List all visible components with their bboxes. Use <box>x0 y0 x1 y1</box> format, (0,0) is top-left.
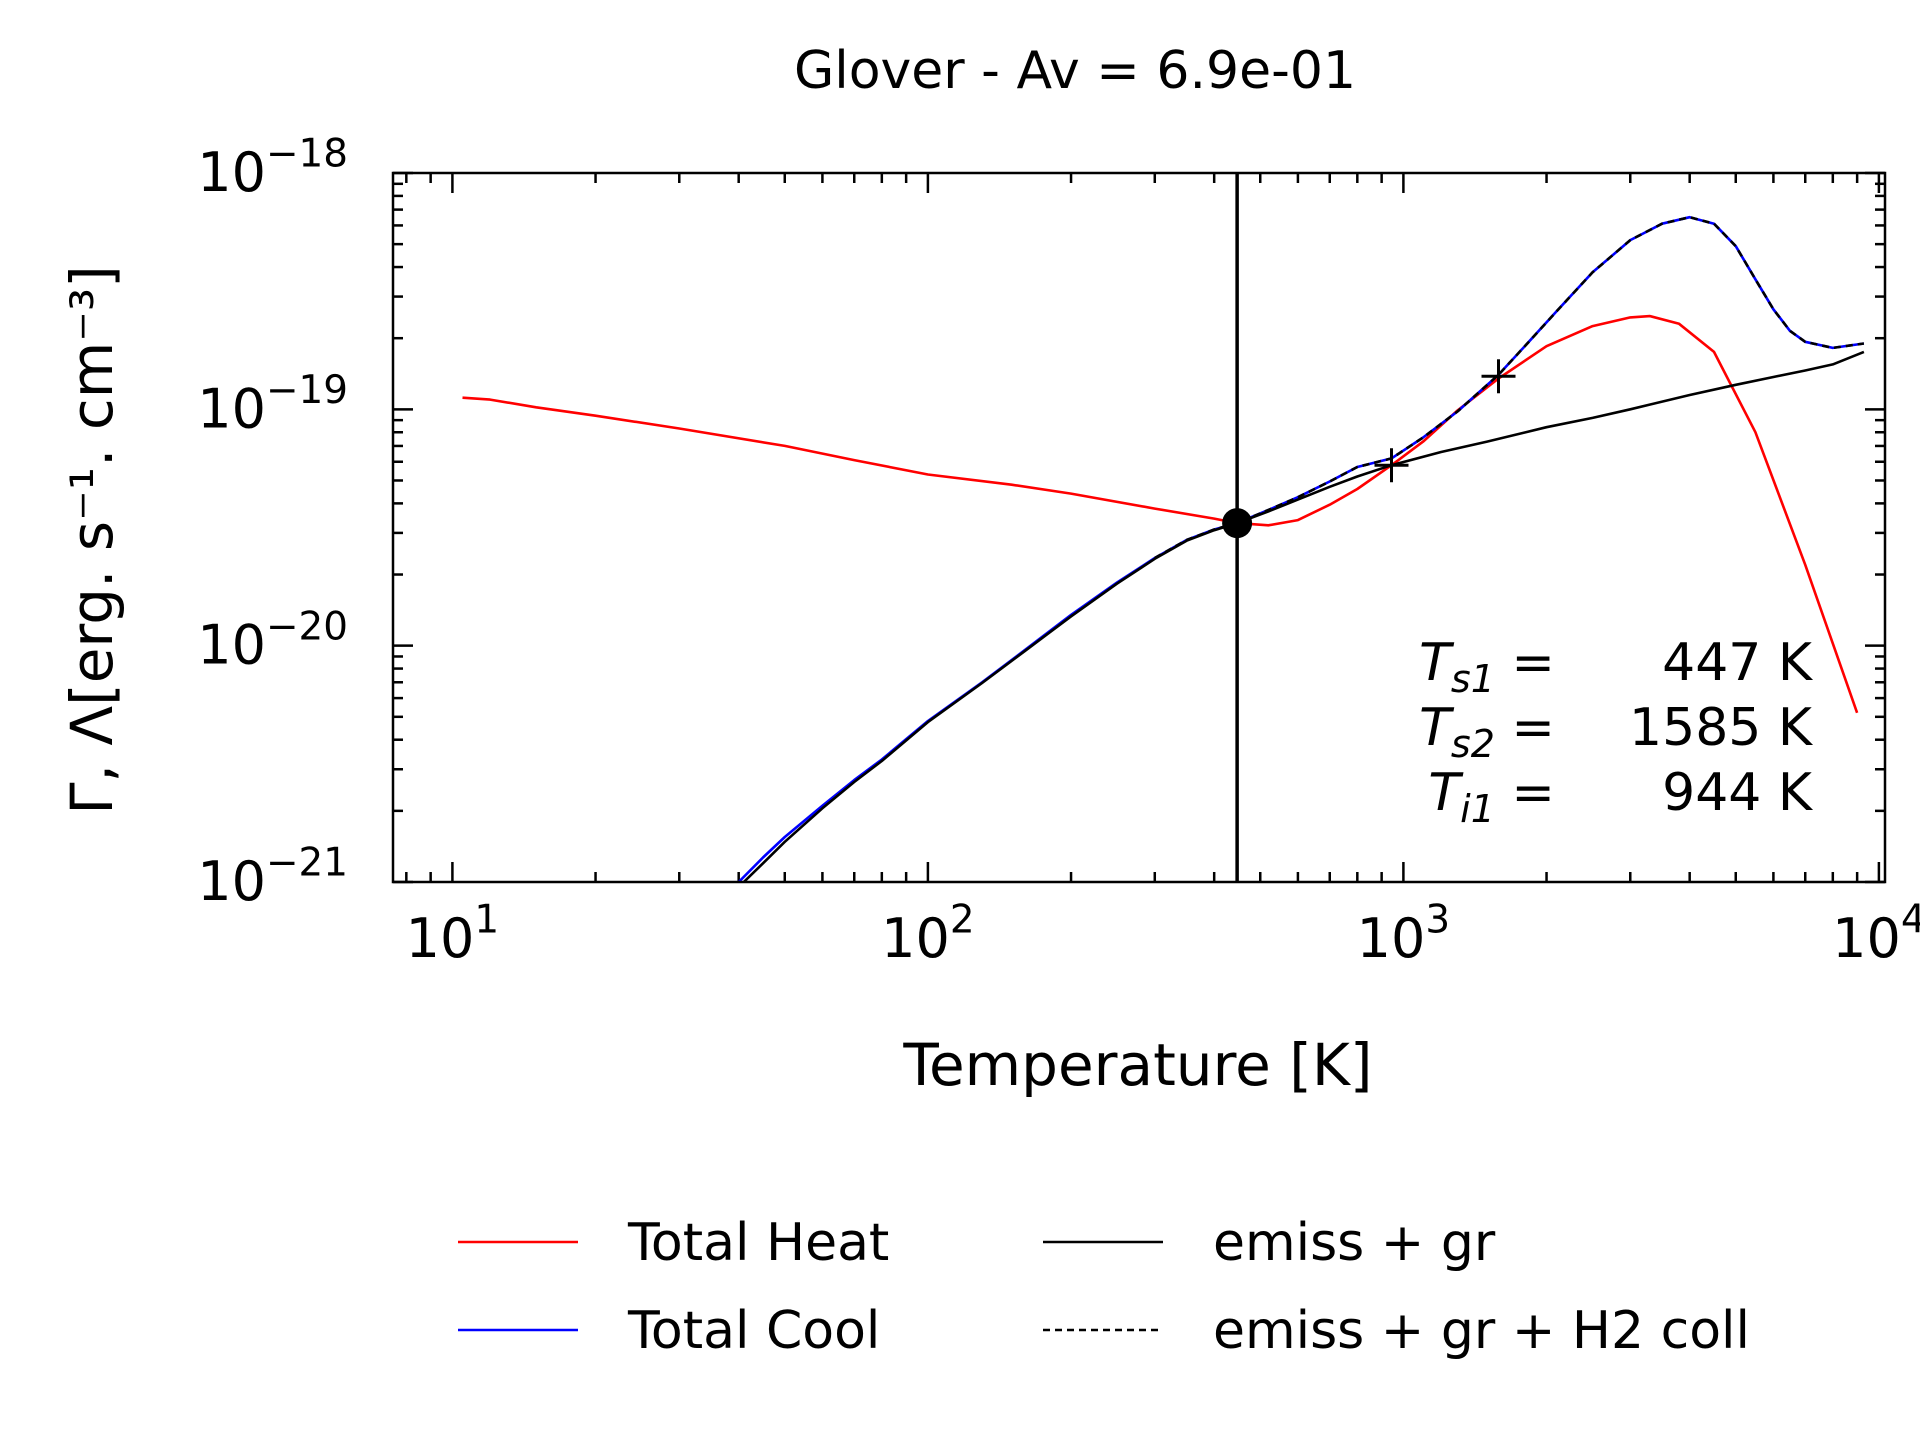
annotation-label: Ts2 = <box>1419 698 1555 766</box>
y-tick-label: 10−18 <box>197 132 348 204</box>
y-tick-label: 10−19 <box>197 368 348 440</box>
series-line-3 <box>1154 215 1865 560</box>
legend-label-0: Total Heat <box>627 1213 889 1273</box>
legend-label-1: Total Cool <box>627 1301 880 1361</box>
annotation-value: 1585 K <box>1629 698 1814 758</box>
equilibrium-point <box>1222 508 1253 539</box>
legend: Total Heat Total Cool emiss + gr emiss + gr… <box>458 1213 1750 1361</box>
y-tick-label: 10−21 <box>197 841 348 913</box>
x-tick-label: 103 <box>1357 898 1450 970</box>
series-line-0 <box>462 314 1859 714</box>
chart-title: Glover - Av = 6.9e-01 <box>794 41 1356 101</box>
axis-tick-labels: 101 102 103 104 10−18 10−19 10−20 10−21 <box>197 132 1920 970</box>
annotation-value: 447 K <box>1662 633 1814 693</box>
annotation-value: 944 K <box>1662 763 1814 823</box>
markers <box>1222 173 1516 882</box>
legend-label-2: emiss + gr <box>1213 1213 1496 1273</box>
y-axis-label: Γ, Λ[erg. s⁻¹. cm⁻³] <box>58 265 126 815</box>
series-lines <box>462 215 1865 882</box>
x-tick-label: 104 <box>1832 898 1920 970</box>
plot-frame <box>391 171 1887 884</box>
x-tick-label: 101 <box>406 898 499 970</box>
annotation-label: Ti1 = <box>1428 763 1555 831</box>
y-tick-label: 10−20 <box>197 604 348 676</box>
x-tick-label: 102 <box>881 898 974 970</box>
temperature-annotations: Ts1 = 447 K Ts2 = 1585 K Ti1 = 944 K <box>1419 633 1814 831</box>
x-axis-label: Temperature [K] <box>902 1031 1372 1099</box>
legend-label-3: emiss + gr + H2 coll <box>1213 1301 1750 1361</box>
annotation-label: Ts1 = <box>1419 633 1555 701</box>
